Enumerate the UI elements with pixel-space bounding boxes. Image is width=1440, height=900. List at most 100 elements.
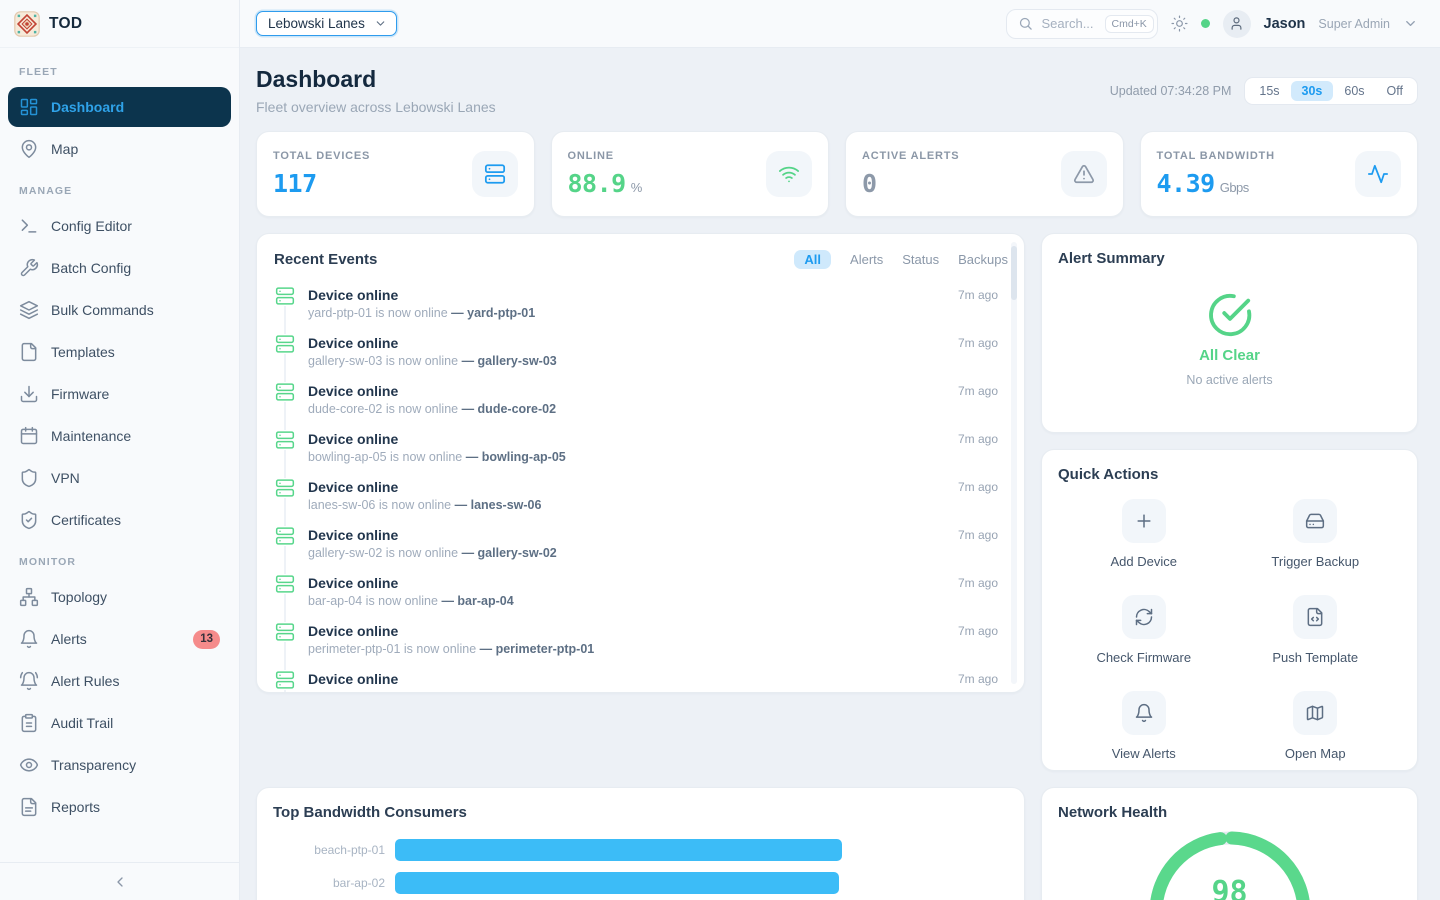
page-subtitle: Fleet overview across Lebowski Lanes: [256, 99, 496, 115]
sidebar-item-label: Alerts: [51, 631, 87, 647]
sidebar-item-label: Audit Trail: [51, 715, 114, 731]
sidebar-item-label: Certificates: [51, 512, 122, 528]
sidebar: TOD FLEET Dashboard Map MANAGE Config Editor…: [0, 0, 240, 900]
quick-actions-title: Quick Actions: [1058, 466, 1159, 483]
sidebar-item-config-editor[interactable]: Config Editor: [8, 206, 231, 246]
network-health-gauge: 98: [1148, 830, 1312, 900]
event-row[interactable]: Device online bar-ap-04 is now online — b…: [275, 574, 998, 622]
search-icon: [1018, 16, 1033, 31]
bell-ring-icon: [19, 671, 39, 691]
event-row[interactable]: Device online bowling-ap-05 is now online…: [275, 430, 998, 478]
theme-toggle-sun-icon[interactable]: [1170, 15, 1188, 32]
health-donut-ring: [1149, 831, 1310, 900]
map-pin-icon: [19, 139, 39, 159]
topbar: Lebowski Lanes Cmd+K Jason Super Admin: [240, 0, 1440, 48]
event-title: Device online: [308, 335, 399, 351]
bandwidth-bar-row: bar-ap-02: [273, 872, 1008, 894]
server-icon: [275, 478, 295, 498]
sidebar-item-alerts[interactable]: Alerts 13: [8, 619, 231, 659]
download-icon: [19, 384, 39, 404]
file-code-icon: [1293, 595, 1338, 639]
event-row[interactable]: Device online 7m ago: [275, 670, 998, 692]
network-icon: [19, 587, 39, 607]
quick-action-label: View Alerts: [1111, 746, 1176, 761]
refresh-option-off[interactable]: Off: [1386, 83, 1403, 98]
event-filter-alerts[interactable]: Alerts: [850, 252, 884, 267]
main-area: Lebowski Lanes Cmd+K Jason Super Admin: [240, 0, 1440, 900]
bell-icon: [19, 629, 39, 649]
event-row[interactable]: Device online gallery-sw-02 is now online…: [275, 526, 998, 574]
event-time: 7m ago: [957, 432, 998, 446]
quick-action-view-alerts[interactable]: View Alerts: [1112, 691, 1176, 761]
event-description: perimeter-ptp-01 is now online — perimet…: [308, 642, 595, 656]
page-title: Dashboard: [256, 66, 377, 92]
sidebar-item-topology[interactable]: Topology: [8, 577, 231, 617]
server-icon: [275, 286, 295, 306]
sidebar-item-reports[interactable]: Reports: [8, 787, 231, 827]
user-menu-chevron-icon[interactable]: [1403, 16, 1418, 31]
eye-icon: [19, 755, 39, 775]
sidebar-item-map[interactable]: Map: [8, 129, 231, 169]
alert-detail-text: No active alerts: [1186, 373, 1273, 387]
map-icon: [1293, 691, 1338, 735]
event-description: bowling-ap-05 is now online — bowling-ap…: [308, 450, 566, 464]
sidebar-item-audit-trail[interactable]: Audit Trail: [8, 703, 231, 743]
sidebar-nav: FLEET Dashboard Map MANAGE Config Editor Batc…: [0, 48, 239, 862]
event-row[interactable]: Device online perimeter-ptp-01 is now onl…: [275, 622, 998, 670]
sidebar-item-maintenance[interactable]: Maintenance: [8, 416, 231, 456]
sidebar-item-bulk-commands[interactable]: Bulk Commands: [8, 290, 231, 330]
brand-name: TOD: [49, 14, 83, 32]
sidebar-item-transparency[interactable]: Transparency: [8, 745, 231, 785]
event-filter-backups[interactable]: Backups: [958, 252, 1008, 267]
refresh-icon: [1121, 595, 1166, 639]
sidebar-item-certificates[interactable]: Certificates: [8, 500, 231, 540]
quick-action-push-template[interactable]: Push Template: [1272, 595, 1358, 665]
alert-status-text: All Clear: [1199, 347, 1260, 364]
server-icon: [471, 151, 518, 197]
server-icon: [275, 670, 295, 690]
avatar[interactable]: [1222, 9, 1251, 38]
refresh-option-15s[interactable]: 15s: [1259, 83, 1280, 98]
bandwidth-bars: beach-ptp-01 bar-ap-02: [273, 839, 1008, 894]
server-icon: [275, 382, 295, 402]
site-selector-value: Lebowski Lanes: [268, 16, 365, 31]
event-filter-status[interactable]: Status: [902, 252, 940, 267]
search-box[interactable]: Cmd+K: [1005, 8, 1158, 39]
event-row[interactable]: Device online dude-core-02 is now online …: [275, 382, 998, 430]
bandwidth-card-title: Top Bandwidth Consumers: [273, 804, 467, 821]
event-description: bar-ap-04 is now online — bar-ap-04: [308, 594, 514, 608]
sidebar-item-batch-config[interactable]: Batch Config: [8, 248, 231, 288]
quick-action-label: Add Device: [1110, 554, 1177, 569]
refresh-option-60s[interactable]: 60s: [1344, 83, 1365, 98]
quick-action-trigger-backup[interactable]: Trigger Backup: [1271, 499, 1359, 569]
sidebar-item-label: Topology: [51, 589, 108, 605]
sidebar-item-firmware[interactable]: Firmware: [8, 374, 231, 414]
event-title: Device online: [308, 623, 399, 639]
user-icon: [1229, 16, 1244, 31]
quick-action-open-map[interactable]: Open Map: [1285, 691, 1346, 761]
event-title: Device online: [308, 575, 399, 591]
event-row[interactable]: Device online yard-ptp-01 is now online —…: [275, 286, 998, 334]
event-row[interactable]: Device online lanes-sw-06 is now online —…: [275, 478, 998, 526]
user-role: Super Admin: [1318, 16, 1390, 31]
refresh-option-30s[interactable]: 30s: [1290, 80, 1334, 101]
sidebar-item-templates[interactable]: Templates: [8, 332, 231, 372]
alert-triangle-icon: [1060, 151, 1107, 197]
sidebar-item-vpn[interactable]: VPN: [8, 458, 231, 498]
search-input[interactable]: [1039, 15, 1098, 32]
bell-icon: [1121, 691, 1166, 735]
site-selector[interactable]: Lebowski Lanes: [256, 11, 397, 36]
hard-drive-icon: [1293, 499, 1338, 543]
event-row[interactable]: Device online gallery-sw-03 is now online…: [275, 334, 998, 382]
quick-action-add-device[interactable]: Add Device: [1111, 499, 1177, 569]
event-description: lanes-sw-06 is now online — lanes-sw-06: [308, 498, 542, 512]
sidebar-item-alert-rules[interactable]: Alert Rules: [8, 661, 231, 701]
event-time: 7m ago: [957, 528, 998, 542]
sidebar-collapse-button[interactable]: [112, 874, 128, 890]
sidebar-item-label: Config Editor: [51, 218, 132, 234]
event-filter-all[interactable]: All: [794, 250, 832, 269]
sidebar-item-dashboard[interactable]: Dashboard: [8, 87, 231, 127]
quick-action-check-firmware[interactable]: Check Firmware: [1096, 595, 1191, 665]
sidebar-item-label: Batch Config: [51, 260, 132, 276]
events-scrollbar-thumb[interactable]: [1011, 246, 1017, 300]
